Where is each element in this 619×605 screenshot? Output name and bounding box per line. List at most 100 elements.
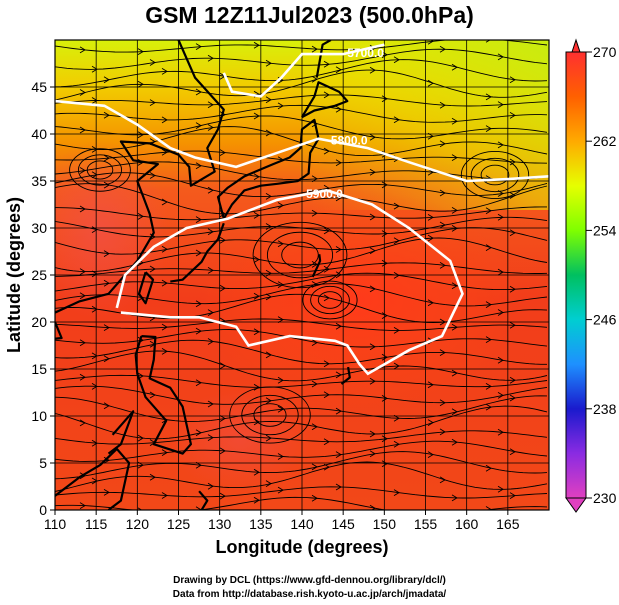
streamline-arrow [79,502,86,509]
streamline-arrow [79,46,86,54]
y-tick-label: 40 [31,126,47,142]
streamline-arrow [277,405,284,413]
streamline-arrow [427,451,434,458]
streamline-arrow [103,489,110,496]
streamline-arrow [161,279,168,287]
colorbar-top-arrow [571,38,581,53]
streamline-arrow [335,407,342,415]
streamline-eddy [460,151,530,199]
coastline-segment [107,410,135,455]
streamline-arrow [149,99,156,106]
credit-data-source: Data from http://database.rish.kyoto-u.a… [172,589,447,600]
streamline-arrow [485,336,492,343]
streamline-arrow [91,352,98,360]
streamline-arrow [369,168,376,176]
streamline-arrow [335,66,342,74]
streamline-arrow [195,43,202,50]
streamline-arrow [265,96,272,104]
streamline-arrow [509,192,516,199]
streamline-arrow [427,40,434,45]
streamline-arrow [497,53,504,61]
streamline-arrow [335,483,342,491]
streamline-eddy [480,164,510,186]
streamline-arrow [497,309,504,316]
colorbar-tick-label: 246 [593,312,617,328]
streamline-arrow [103,355,110,363]
streamline-arrow [207,267,214,274]
streamline-arrow [79,292,86,300]
streamline-arrow [277,102,284,110]
streamline-arrow [277,202,284,209]
colorbar-tick-label: 238 [593,401,617,417]
streamline-arrow [393,440,400,448]
contour-labels: 5700.0 5800.0 5900.0 [306,46,384,201]
streamline-arrow [79,89,86,96]
streamline-arrow [91,383,98,390]
streamline-arrow [439,221,446,229]
streamline-arrow [335,159,342,167]
streamline-arrow [509,229,516,237]
streamline-arrow [497,101,504,108]
streamline-arrow [253,468,260,476]
streamline-eddy [252,221,348,289]
streamline-arrow [393,362,400,370]
streamline-arrow [311,75,318,83]
streamline-arrow [207,228,214,236]
x-axis-ticks: 110 115 120 125 130 135 140 145 150 155 160 165 [44,510,520,532]
streamline-arrow [497,428,504,436]
grid-lines [55,40,549,510]
streamline-arrow [497,141,504,149]
streamline-arrow [369,133,376,141]
streamline-arrow [335,246,342,253]
streamline [55,496,548,510]
streamline-arrow [265,129,272,137]
coastline-segment [170,222,225,283]
streamline-arrow [161,148,168,156]
streamline-arrow [427,381,434,389]
streamline-arrow [195,429,202,437]
streamline-arrow [393,56,400,64]
streamline-arrow [427,419,434,426]
streamline-arrow [161,348,168,355]
streamline-arrow [311,423,318,431]
streamline-arrow [439,45,446,53]
streamline-arrow [103,250,110,257]
streamline-arrow [219,492,226,500]
streamline-arrow [161,449,168,456]
streamline-arrow [207,124,214,131]
streamline-arrow [219,447,226,455]
streamline-arrow [323,227,330,235]
streamline-arrow [381,395,388,402]
streamline-arrow [509,448,516,456]
streamline-arrow [485,93,492,101]
streamline-arrow [149,172,156,179]
streamline-arrow [323,391,330,399]
x-tick-label: 125 [167,516,191,532]
streamline-eddy [229,386,311,444]
streamline-arrow [161,492,168,499]
streamline-arrow [149,473,156,481]
streamline-arrow [103,111,110,119]
streamline-arrow [79,419,86,427]
streamline-arrow [369,213,376,221]
streamline-arrow [369,44,376,52]
coastline-segment [55,321,63,340]
streamline-arrow [369,285,376,293]
streamline-arrow [195,88,202,96]
streamline-arrow [137,80,144,88]
streamline-arrow [253,41,260,49]
streamline-arrow [509,158,516,166]
streamline-arrow [103,154,110,162]
y-tick-label: 5 [39,455,47,471]
streamline-arrow [451,369,458,377]
streamline-arrow [311,45,318,53]
coastline [55,40,351,510]
streamline-arrow [137,131,144,139]
coastline-segment [134,335,192,455]
x-tick-label: 145 [331,516,355,532]
streamline-arrow [265,397,272,405]
coastline-segment [198,490,209,510]
streamline-arrow [323,60,330,68]
streamline-arrow [91,305,98,313]
streamline-arrow [509,376,516,384]
